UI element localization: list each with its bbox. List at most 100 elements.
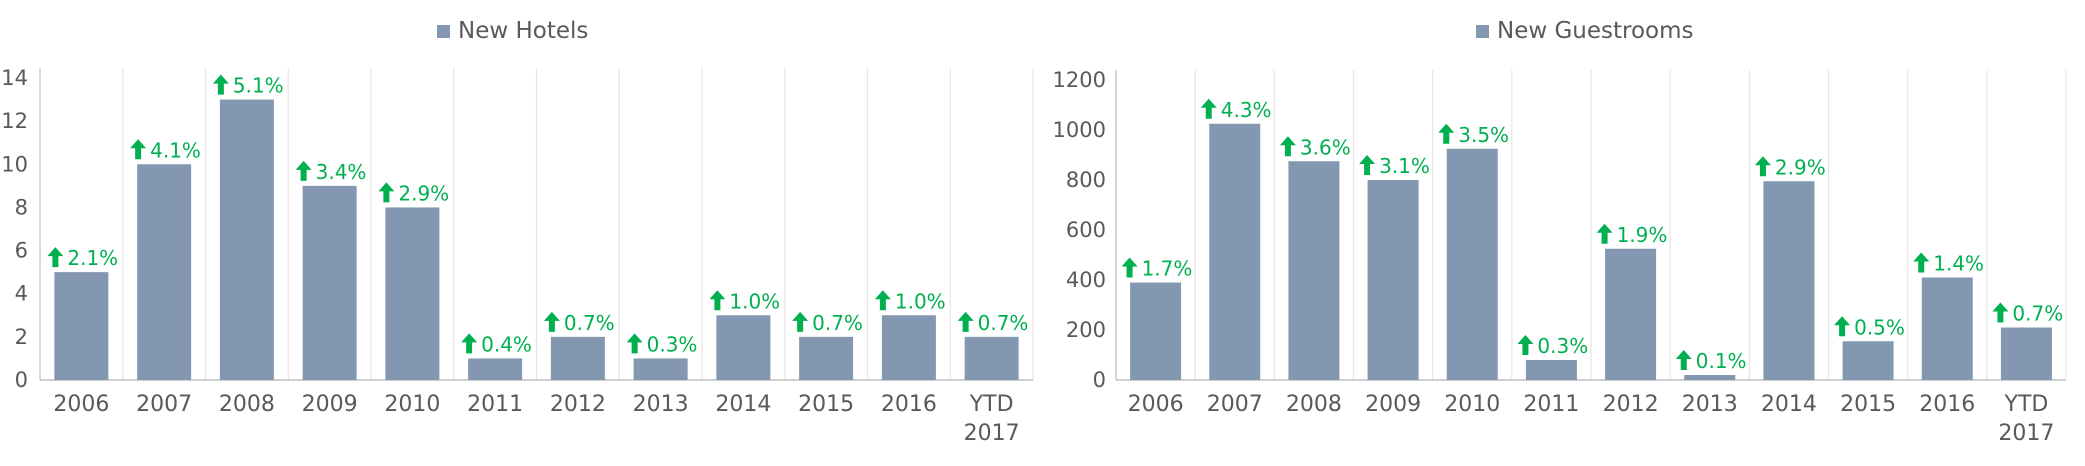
arrow-up-icon [957,311,974,332]
arrow-up-icon [1438,123,1455,144]
percent-change-label: 3.6% [1300,135,1351,159]
percent-change-label: 2.1% [67,246,118,270]
change-label: 1.9% [1596,223,1668,247]
change-label: 0.3% [1517,334,1588,358]
bar [633,358,688,380]
change-label: 4.3% [1200,98,1272,122]
y-tick-label: 14 [1,66,28,90]
x-category-label: 2015 [798,392,854,417]
x-category-label: 2008 [1286,392,1342,417]
x-category-label: 2012 [550,392,606,417]
legend-swatch [1476,24,1489,38]
arrow-up-icon [874,290,891,311]
x-category-label: 2009 [1365,392,1421,417]
x-category-label: 2006 [53,392,109,417]
bar [54,272,109,380]
x-category-label: 2015 [1840,392,1896,417]
bar [1842,341,1894,380]
x-category-label: 2012 [1603,392,1659,417]
change-label: 0.1% [1675,349,1747,373]
change-label: 5.1% [212,74,284,98]
y-tick-label: 8 [15,195,28,219]
percent-change-label: 0.1% [1696,349,1747,373]
change-label: 2.1% [47,246,118,270]
y-tick-label: 1000 [1053,118,1106,142]
percent-change-label: 0.3% [647,332,698,356]
percent-change-label: 0.7% [2012,302,2063,326]
arrow-up-icon [543,311,560,332]
y-tick-label: 400 [1066,268,1106,292]
x-category-label: 2011 [467,392,523,417]
legend: New Guestrooms [1476,18,1694,44]
bar [550,336,605,380]
change-label: 1.7% [1121,257,1193,281]
new-hotels-plot: 0 2 4 6 8 10 12 14 2.1% 2006 4.1% 2007 5.1% 2008 3.4% 2… [1,66,1034,446]
x-category-label: 2008 [219,392,275,417]
arrow-up-icon [1200,98,1217,119]
y-tick-label: 600 [1066,218,1106,242]
bar [385,207,440,380]
arrow-up-icon [1992,302,2009,323]
bar [1367,180,1419,380]
bar [1921,277,1973,380]
legend-label: New Guestrooms [1497,18,1694,44]
bar [302,185,357,380]
change-label: 0.7% [1992,302,2063,326]
x-category-label: 2014 [715,392,771,417]
change-label: 1.0% [874,289,946,313]
change-label: 3.6% [1279,135,1351,159]
bar [1605,248,1657,380]
x-category-label: 2011 [1523,392,1579,417]
x-category-label: YTD 2017 [1998,392,2054,446]
x-category-label: 2014 [1761,392,1817,417]
bar [1684,375,1736,380]
percent-change-label: 4.3% [1221,98,1272,122]
arrow-up-icon [1834,316,1851,337]
x-category-label: YTD 2017 [964,392,1020,446]
change-label: 3.1% [1359,154,1430,178]
change-label: 0.4% [461,332,532,356]
arrow-up-icon [47,247,64,268]
arrow-up-icon [1517,335,1534,355]
x-category-label: 2016 [1919,392,1975,417]
percent-change-label: 1.4% [1933,252,1984,276]
x-category-label: 2009 [302,392,358,417]
y-tick-label: 10 [1,152,28,176]
percent-change-label: 2.9% [398,181,449,205]
y-tick-label: 6 [15,239,28,263]
bar [799,336,854,380]
x-category-label: 2016 [881,392,937,417]
percent-change-label: 1.7% [1142,257,1193,281]
percent-change-label: 1.0% [895,289,946,313]
x-category-label: 2013 [633,392,689,417]
bar [1209,123,1261,380]
change-label: 0.7% [543,311,615,335]
y-tick-label: 800 [1066,168,1106,192]
bar [219,99,274,381]
percent-change-label: 1.9% [1617,223,1668,247]
arrow-up-icon [1675,350,1692,370]
bar [1525,360,1577,380]
arrow-up-icon [295,160,312,181]
percent-change-label: 0.4% [481,332,532,356]
change-label: 1.0% [709,289,780,313]
change-label: 2.9% [378,181,449,205]
bar [881,315,936,380]
y-tick-label: 0 [15,368,28,392]
legend-swatch [437,24,450,38]
change-label: 0.3% [626,332,698,356]
arrow-up-icon [1359,155,1376,175]
change-label: 2.9% [1754,155,1826,179]
y-tick-label: 4 [15,282,28,306]
arrow-up-icon [378,182,395,203]
bar [1130,282,1182,380]
percent-change-label: 0.7% [978,311,1029,335]
bar [1288,161,1340,380]
change-label: 0.7% [792,311,863,335]
arrow-up-icon [1913,252,1930,273]
bar [137,164,192,380]
percent-change-label: 3.1% [1379,154,1430,178]
legend: New Hotels [437,18,588,44]
new-guestrooms-plot: 0 200 400 600 800 1000 1200 1.7% 2006 4.3% 2007 3.6… [1053,68,2067,446]
y-tick-label: 0 [1093,368,1106,392]
